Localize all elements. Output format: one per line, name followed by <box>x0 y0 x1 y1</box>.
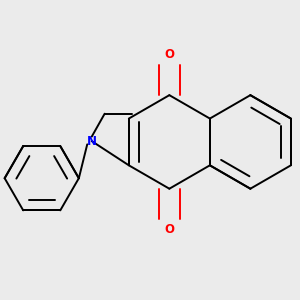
Text: O: O <box>164 223 174 236</box>
Text: N: N <box>87 135 97 148</box>
Text: O: O <box>164 48 174 61</box>
